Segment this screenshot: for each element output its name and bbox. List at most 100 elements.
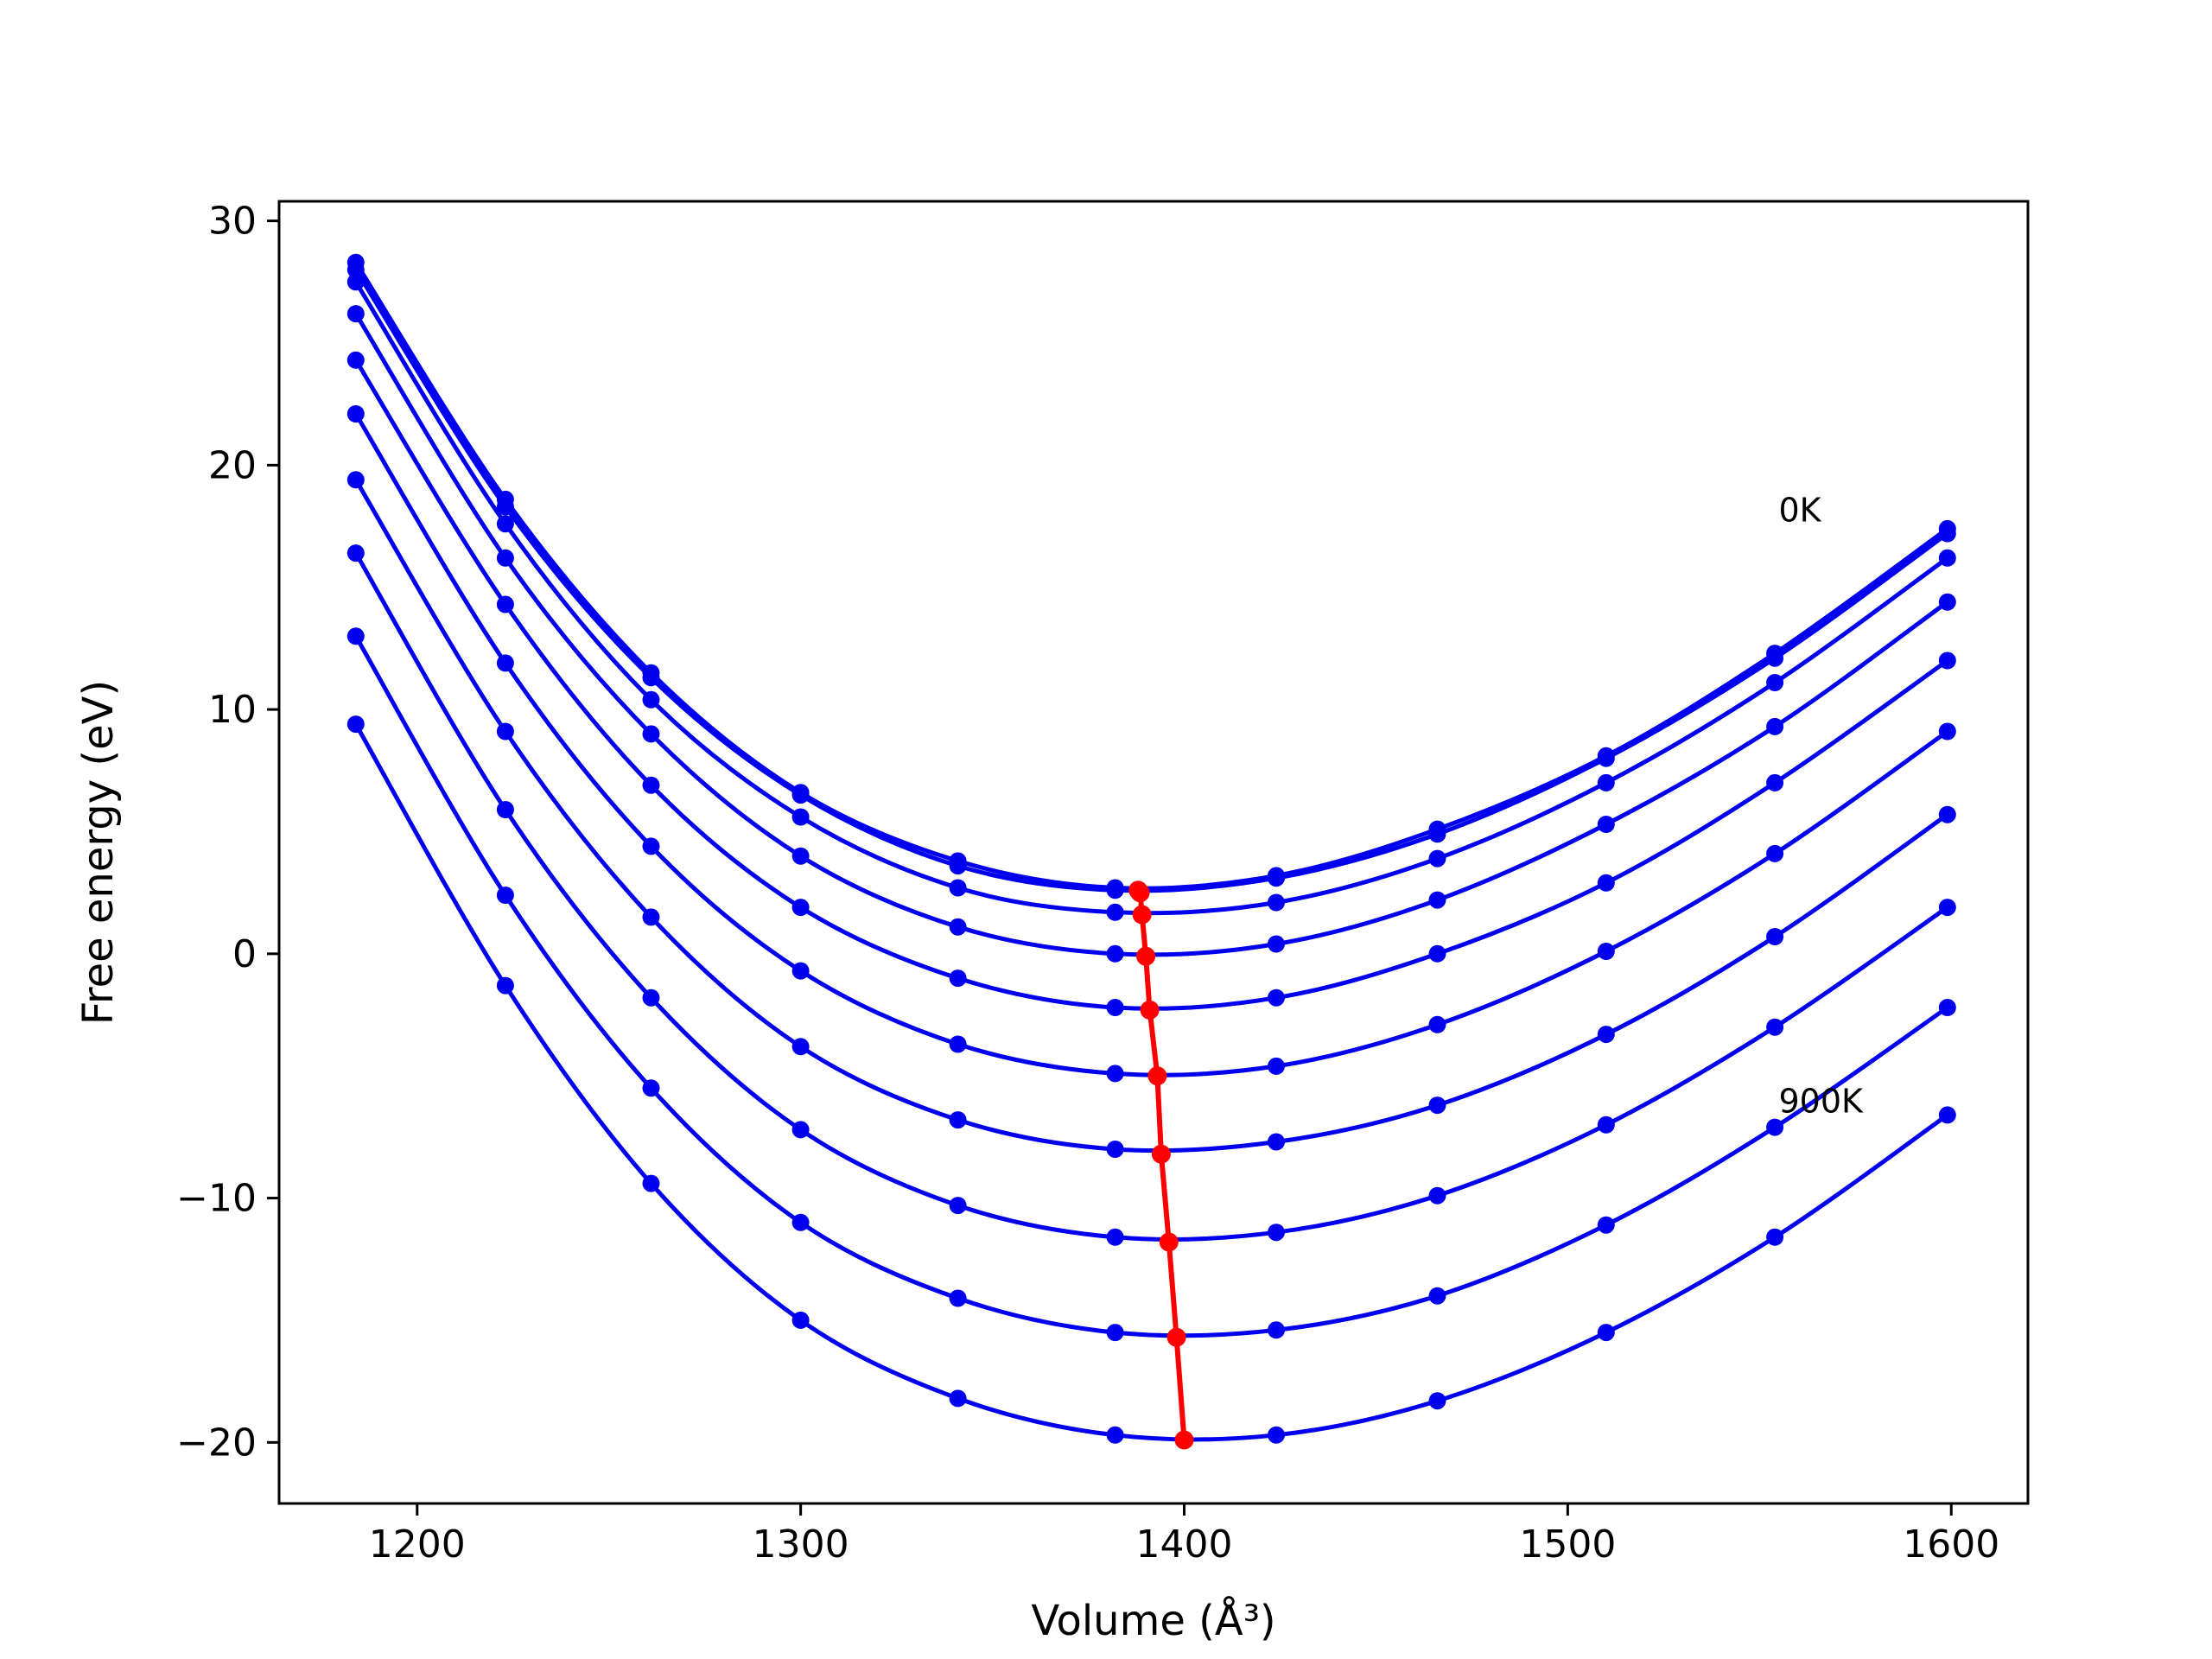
y-axis-label: Free energy (eV) bbox=[74, 680, 123, 1025]
series-point bbox=[1597, 749, 1615, 767]
series-point bbox=[791, 962, 810, 980]
series-point bbox=[346, 351, 365, 369]
series-point bbox=[346, 261, 365, 279]
series-point bbox=[1106, 1228, 1124, 1246]
series-point bbox=[642, 988, 660, 1007]
series-point bbox=[1597, 1216, 1615, 1234]
series-point bbox=[1428, 1186, 1446, 1205]
x-tick-label: 1500 bbox=[1519, 1522, 1616, 1567]
series-point bbox=[1597, 1116, 1615, 1134]
series-point bbox=[1106, 1141, 1124, 1158]
series-point bbox=[642, 1174, 660, 1192]
plot-frame bbox=[277, 200, 2030, 1505]
series-point bbox=[949, 879, 967, 897]
series-line-9 bbox=[353, 633, 1950, 1338]
y-tick-label: −20 bbox=[176, 1421, 257, 1465]
minimum-point bbox=[1130, 883, 1150, 903]
series-point bbox=[1428, 1287, 1446, 1305]
x-tick-label: 1400 bbox=[1136, 1522, 1233, 1567]
series-point bbox=[496, 498, 514, 516]
series-point bbox=[1106, 999, 1124, 1016]
series-point bbox=[496, 595, 514, 613]
series-point bbox=[1106, 1324, 1124, 1342]
series-point bbox=[791, 1038, 810, 1056]
ticks-layer: 1200 1300 1400 1500 1600 −20 −10 0 10 20 30 bbox=[176, 200, 1999, 1567]
series-point bbox=[1268, 1224, 1285, 1242]
series-point bbox=[1766, 1018, 1784, 1036]
series-line-1 bbox=[353, 260, 1950, 891]
series-point bbox=[1766, 674, 1784, 691]
series-point bbox=[1268, 935, 1285, 953]
series-point bbox=[1428, 849, 1446, 868]
x-tick-label: 1300 bbox=[753, 1522, 849, 1567]
series-point bbox=[791, 786, 810, 804]
minimum-point bbox=[1147, 1066, 1167, 1086]
series-point bbox=[1938, 652, 1956, 670]
series-point bbox=[791, 1121, 810, 1139]
series-point bbox=[949, 1035, 967, 1053]
series-point bbox=[1268, 869, 1285, 887]
series-point bbox=[791, 899, 810, 917]
series-point bbox=[496, 722, 514, 741]
series-line-2 bbox=[353, 267, 1950, 893]
series-point bbox=[1766, 1228, 1784, 1246]
series-point bbox=[1428, 891, 1446, 909]
series-point bbox=[496, 654, 514, 672]
series-point bbox=[1597, 1026, 1615, 1044]
series-point bbox=[1766, 717, 1784, 735]
series-point bbox=[1428, 1015, 1446, 1033]
series-point bbox=[1268, 1057, 1285, 1075]
series-point bbox=[1938, 549, 1956, 567]
series-point bbox=[791, 808, 810, 826]
series-point bbox=[1268, 988, 1285, 1007]
minimum-curve-layer bbox=[1128, 880, 1194, 1450]
y-tick-label: 0 bbox=[232, 932, 257, 976]
series-point bbox=[346, 544, 365, 563]
series-point bbox=[1428, 825, 1446, 843]
series-point bbox=[496, 801, 514, 818]
minimum-point bbox=[1151, 1144, 1171, 1164]
minimum-point bbox=[1166, 1327, 1186, 1347]
series-point bbox=[642, 690, 660, 709]
series-point bbox=[1938, 593, 1956, 611]
series-point bbox=[346, 273, 365, 291]
series-layer bbox=[346, 253, 1956, 1444]
series-point bbox=[1938, 524, 1956, 543]
series-point bbox=[1428, 1392, 1446, 1410]
x-tick-label: 1200 bbox=[369, 1522, 466, 1567]
series-point bbox=[1597, 816, 1615, 833]
series-point bbox=[1938, 999, 1956, 1016]
series-point bbox=[1106, 903, 1124, 921]
series-line-10 bbox=[353, 721, 1950, 1442]
minimum-point bbox=[1132, 905, 1152, 925]
series-point bbox=[791, 1311, 810, 1329]
series-point bbox=[1766, 773, 1784, 791]
series-point bbox=[496, 515, 514, 533]
series-point bbox=[1938, 1106, 1956, 1124]
series-point bbox=[496, 887, 514, 904]
series-point bbox=[642, 669, 660, 687]
series-point bbox=[1106, 881, 1124, 899]
series-point bbox=[949, 1197, 967, 1215]
y-tick-label: 20 bbox=[208, 443, 257, 487]
series-point bbox=[1268, 893, 1285, 912]
series-point bbox=[949, 857, 967, 875]
series-point bbox=[642, 837, 660, 855]
minimum-point bbox=[1174, 1430, 1194, 1450]
series-line-4 bbox=[353, 311, 1950, 957]
series-line-7 bbox=[353, 477, 1950, 1154]
annotation-label: 900K bbox=[1778, 1083, 1864, 1121]
series-point bbox=[1597, 773, 1615, 791]
series-point bbox=[346, 305, 365, 323]
annotation-label: 0K bbox=[1778, 491, 1821, 529]
annotation-layer: 0K 900K bbox=[1778, 491, 1864, 1120]
series-point bbox=[1428, 944, 1446, 963]
series-point bbox=[1268, 1426, 1285, 1444]
series-point bbox=[791, 1213, 810, 1231]
series-point bbox=[949, 918, 967, 936]
minimum-point bbox=[1159, 1232, 1179, 1252]
series-point bbox=[1766, 844, 1784, 862]
series-point bbox=[1938, 899, 1956, 917]
series-point bbox=[642, 725, 660, 743]
